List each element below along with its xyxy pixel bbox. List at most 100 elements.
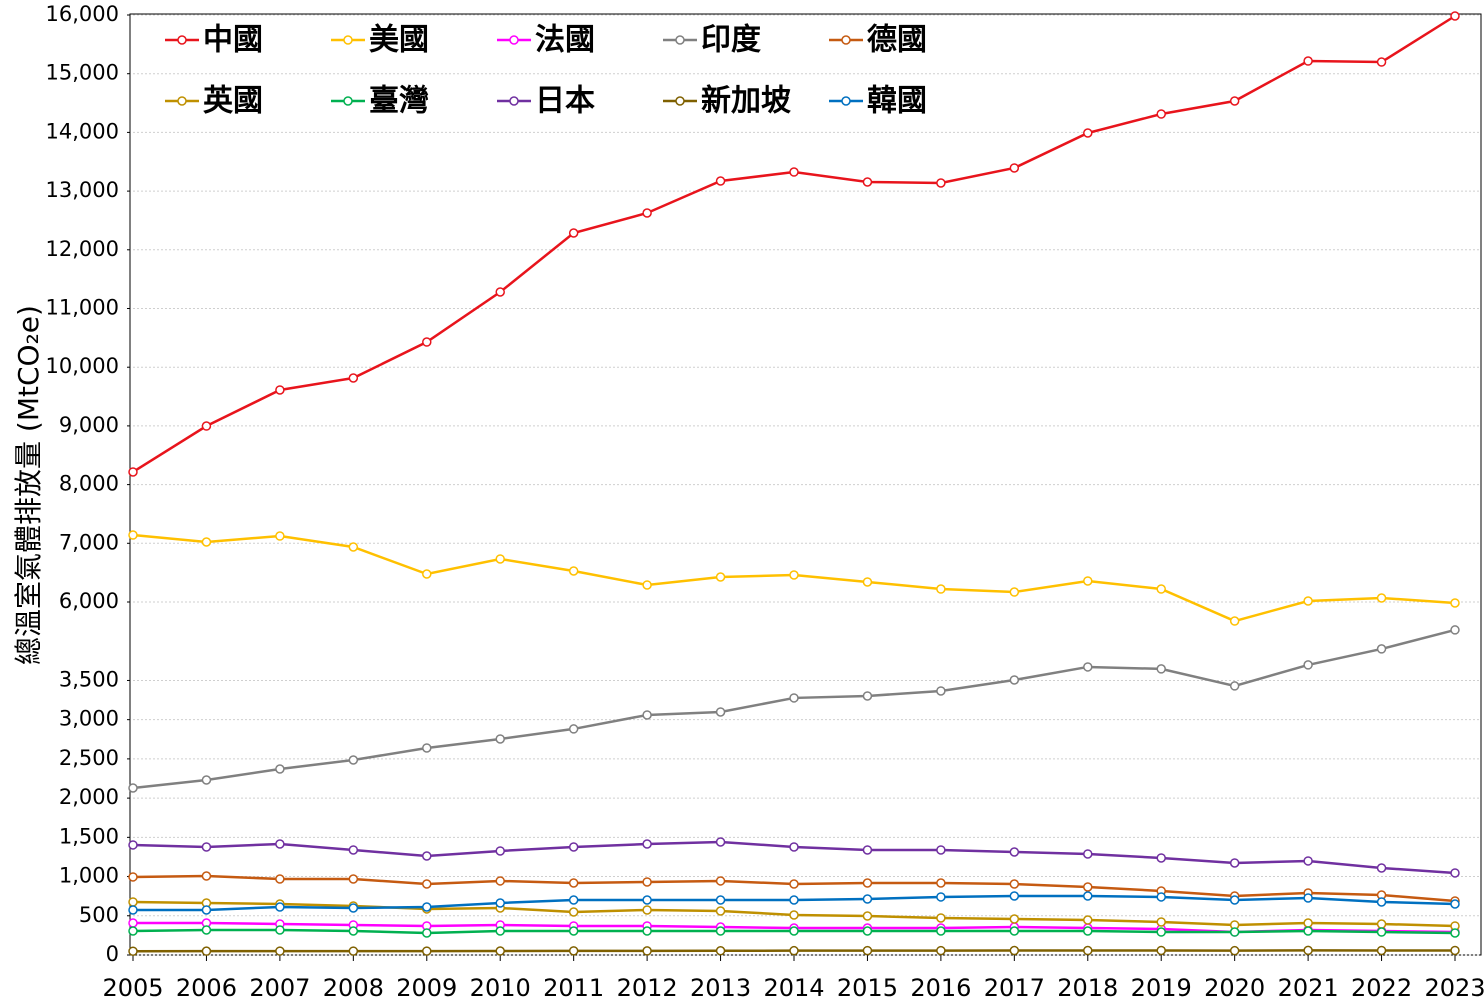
legend-label: 韓國 [867, 84, 927, 119]
point [275, 902, 285, 912]
point [789, 926, 799, 936]
x-tick-label: 2010 [470, 974, 531, 1002]
point [1009, 675, 1020, 685]
point [862, 911, 873, 921]
point [422, 879, 432, 889]
point [201, 537, 212, 547]
point [275, 839, 285, 849]
x-tick-label: 2016 [910, 974, 971, 1002]
point [715, 946, 726, 956]
point [1450, 625, 1460, 635]
series-line [132, 628, 1456, 790]
point [1156, 109, 1166, 119]
x-tick-label: 2009 [396, 974, 457, 1002]
point [495, 876, 505, 886]
x-tick-label: 2012 [617, 974, 678, 1002]
legend-label: 德國 [867, 23, 927, 58]
point [715, 572, 726, 582]
point [1009, 926, 1020, 936]
point [201, 775, 212, 785]
point [348, 755, 359, 765]
point [1229, 927, 1240, 937]
point [201, 871, 212, 881]
x-tick-label: 2022 [1351, 974, 1412, 1002]
point [715, 926, 726, 936]
point [275, 874, 285, 884]
legend-label: 美國 [369, 23, 429, 58]
point [495, 898, 505, 908]
point [1450, 899, 1460, 909]
point [422, 337, 432, 347]
point [1083, 849, 1093, 859]
y-tick-label: 14,000 [46, 119, 119, 143]
x-tick-label: 2005 [102, 974, 163, 1002]
legend-marker [509, 96, 519, 106]
point [1229, 96, 1240, 106]
point [128, 905, 138, 915]
point [862, 926, 873, 936]
point [128, 840, 138, 850]
point [1009, 587, 1020, 597]
point [1156, 664, 1166, 674]
point [862, 577, 873, 587]
point [1303, 596, 1313, 606]
point [1083, 926, 1093, 936]
point [715, 906, 726, 916]
point [1083, 576, 1093, 586]
point [1303, 945, 1313, 956]
point [1156, 927, 1166, 937]
point [422, 851, 432, 861]
point [201, 421, 212, 431]
y-tick-label: 13,000 [46, 178, 119, 202]
legend-marker [675, 96, 685, 106]
y-tick-label: 9,000 [59, 413, 119, 437]
point [936, 845, 946, 855]
point [1376, 897, 1387, 907]
x-tick-label: 2007 [249, 974, 310, 1002]
point [1376, 919, 1387, 929]
legend-label: 印度 [701, 23, 761, 58]
point [128, 946, 138, 956]
point [495, 554, 505, 564]
point [1450, 11, 1460, 21]
point [789, 693, 799, 703]
y-tick-label: 2,500 [59, 746, 119, 770]
point [1229, 616, 1240, 626]
point [1450, 945, 1460, 956]
point [348, 874, 359, 884]
series-line [132, 14, 1456, 474]
y-tick-label: 1,500 [59, 824, 119, 848]
legend-label: 新加坡 [701, 84, 791, 119]
point [1156, 945, 1166, 956]
point [348, 373, 359, 383]
y-tick-label: 12,000 [46, 237, 119, 261]
point [348, 946, 359, 956]
point [715, 895, 726, 905]
point [1229, 895, 1240, 905]
x-tick-label: 2008 [323, 974, 384, 1002]
point [1009, 879, 1020, 889]
point [348, 542, 359, 552]
point [936, 892, 946, 902]
legend-label: 臺灣 [369, 84, 429, 119]
point [1009, 847, 1020, 857]
point [201, 946, 212, 956]
y-tick-label: 0 [106, 942, 119, 966]
legend-marker [841, 96, 851, 106]
x-tick-label: 2011 [543, 974, 604, 1002]
x-tick-label: 2023 [1424, 974, 1484, 1002]
legend-label: 中國 [203, 23, 263, 58]
point [1083, 891, 1093, 901]
x-tick-label: 2018 [1057, 974, 1118, 1002]
point [128, 783, 138, 793]
point [1156, 584, 1166, 594]
x-tick-label: 2019 [1131, 974, 1192, 1002]
point [275, 385, 285, 395]
point [862, 691, 873, 701]
point [422, 928, 432, 938]
point [275, 946, 285, 956]
point [715, 837, 726, 847]
point [568, 946, 579, 956]
point [642, 208, 652, 218]
